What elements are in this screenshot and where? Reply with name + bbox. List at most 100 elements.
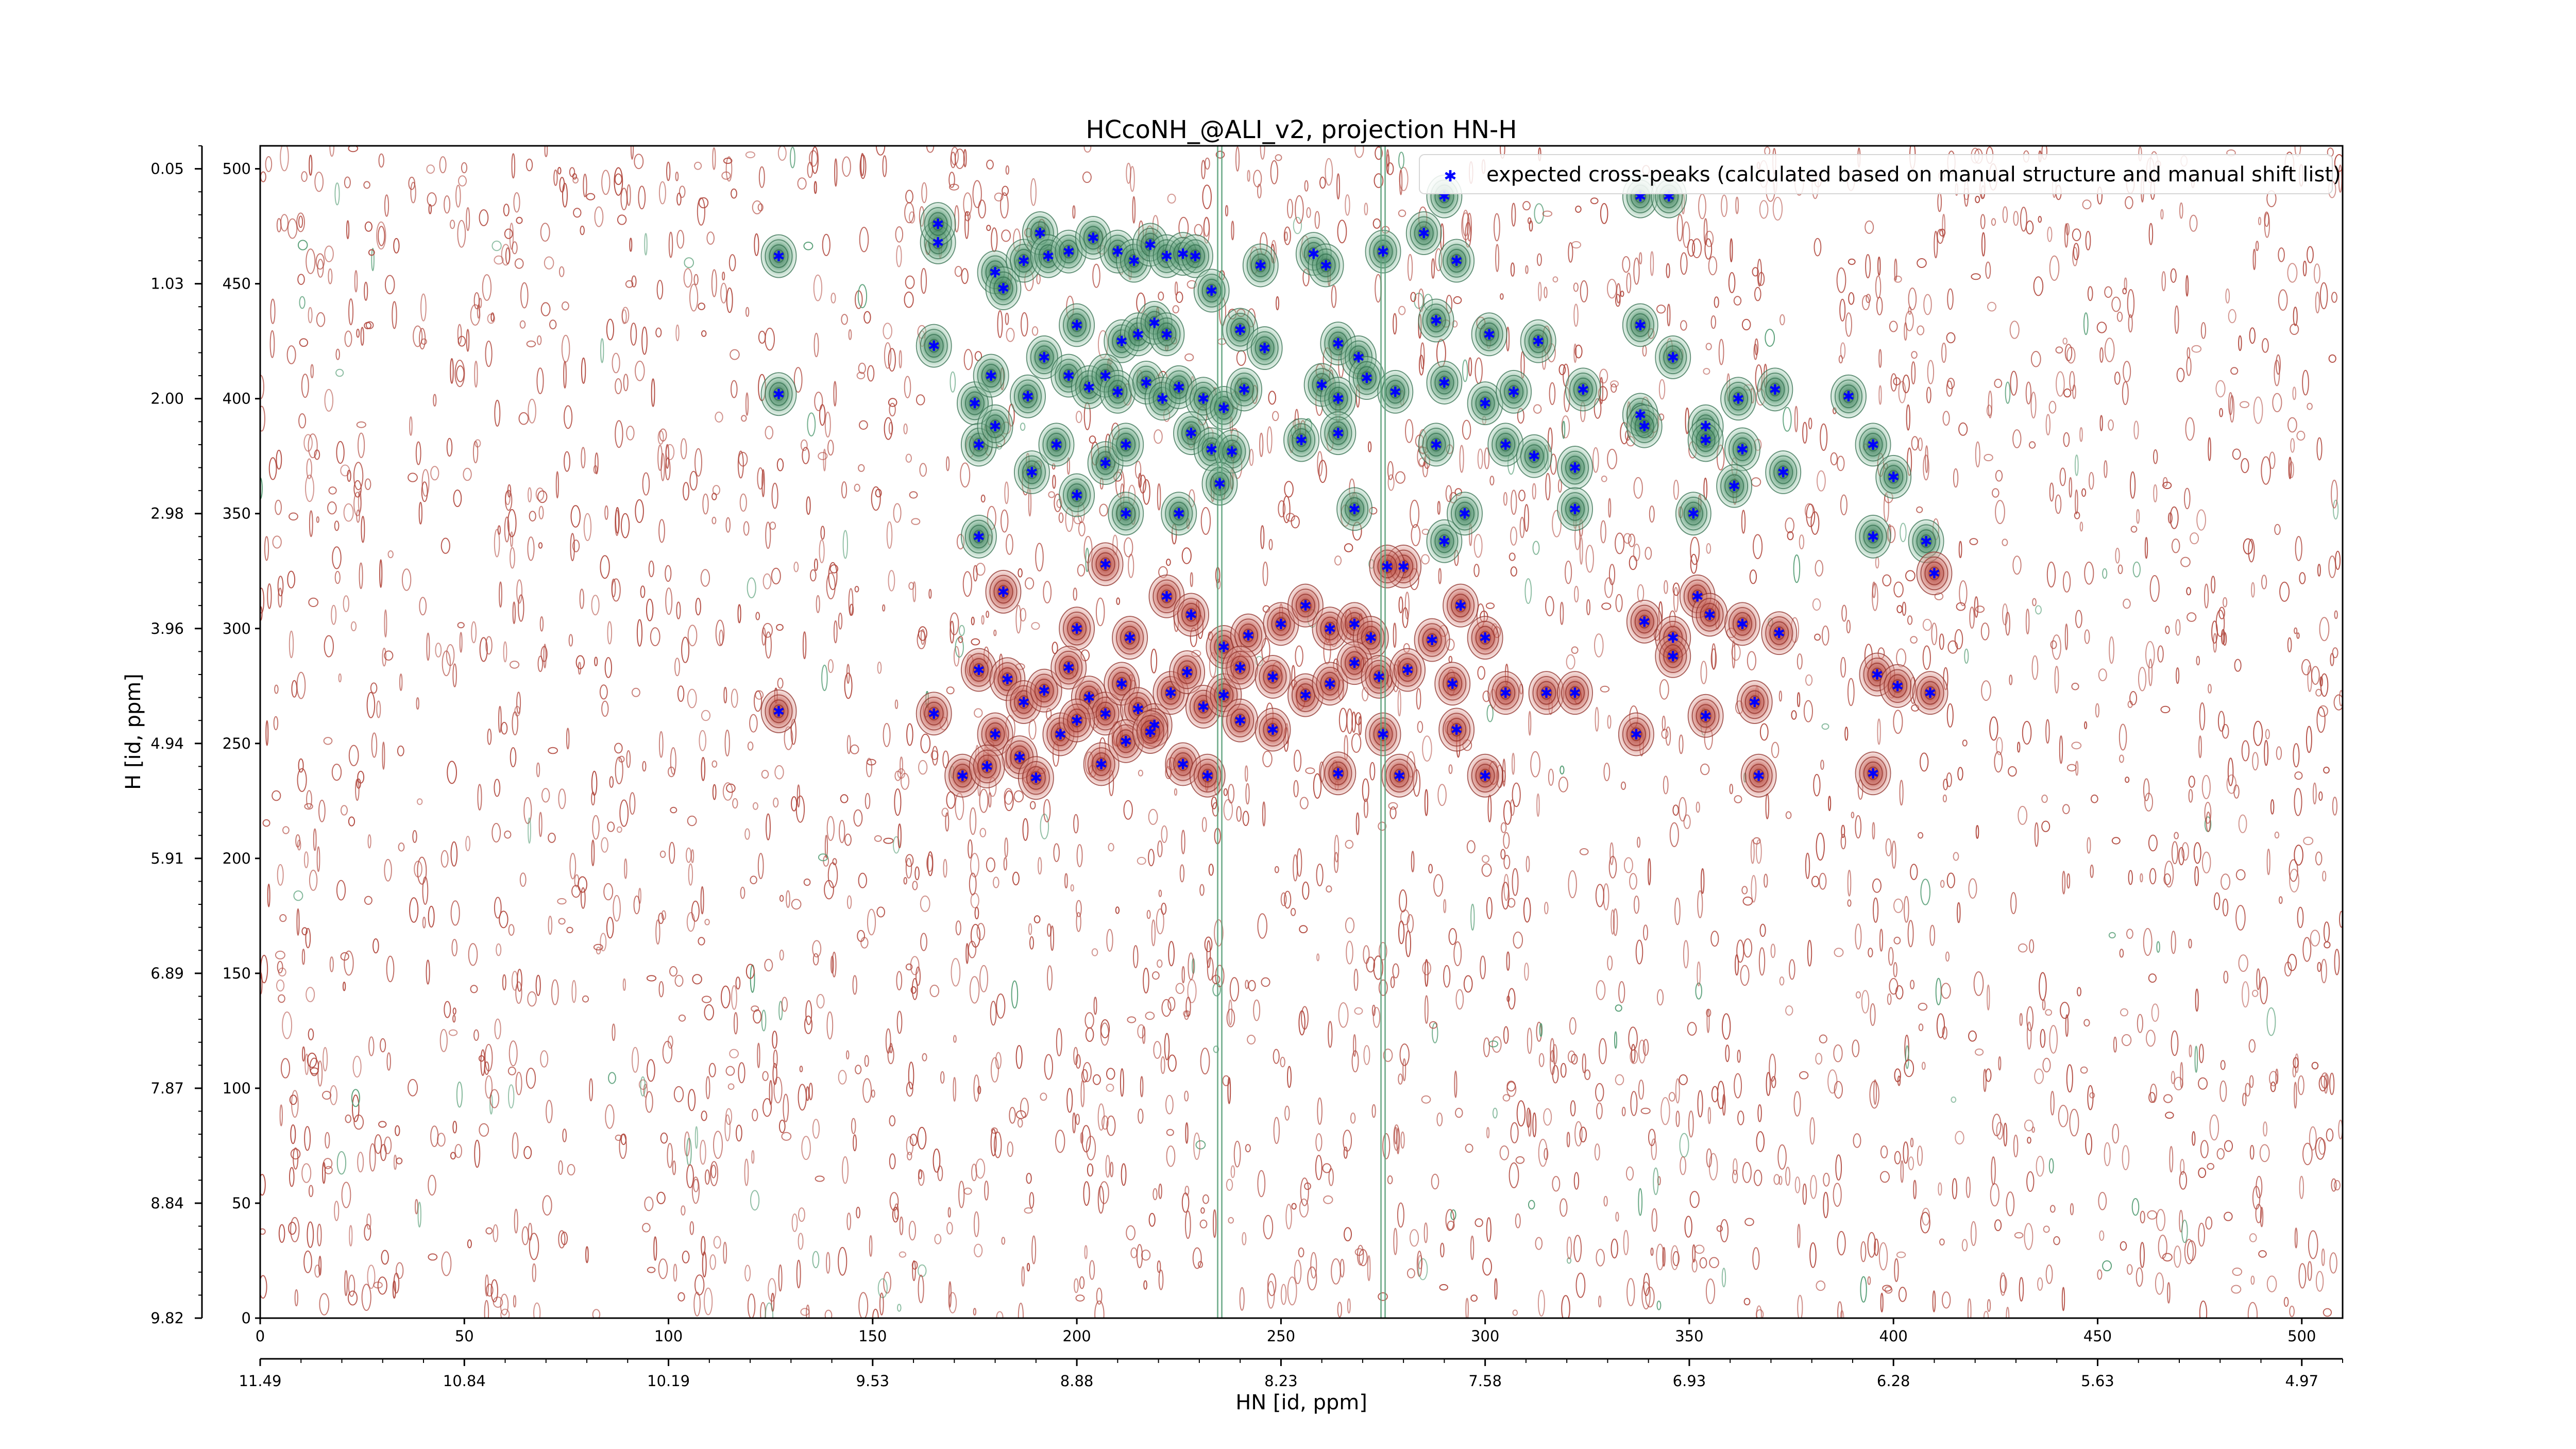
noise-contour — [323, 737, 333, 745]
noise-contour — [997, 310, 1003, 338]
noise-contour — [2241, 458, 2249, 474]
noise-contour — [1331, 285, 1337, 308]
noise-contour — [1121, 1163, 1127, 1186]
noise-contour — [772, 1031, 777, 1049]
noise-contour — [2167, 1282, 2171, 1304]
noise-contour — [747, 1293, 756, 1318]
noise-contour — [1942, 794, 1947, 803]
noise-contour — [1601, 602, 1612, 610]
noise-contour — [376, 221, 386, 250]
noise-contour — [1623, 857, 1633, 873]
noise-contour — [548, 916, 553, 935]
noise-contour — [1208, 864, 1214, 876]
noise-contour — [635, 360, 645, 381]
noise-contour — [1971, 273, 1981, 280]
noise-contour — [1552, 276, 1558, 283]
noise-contour — [799, 1066, 803, 1072]
noise-contour — [2109, 636, 2114, 664]
noise-contour — [694, 1126, 698, 1149]
noise-contour — [512, 1132, 519, 1159]
noise-contour — [778, 1001, 783, 1021]
noise-contour — [921, 182, 927, 204]
noise-contour — [1087, 1163, 1094, 1177]
noise-contour — [322, 1090, 332, 1100]
noise-contour — [1676, 214, 1683, 242]
noise-contour — [765, 426, 774, 440]
expected-peak-marker: ✱ — [1332, 335, 1344, 352]
noise-contour — [693, 1291, 701, 1317]
noise-contour — [557, 167, 562, 175]
noise-contour — [1532, 483, 1536, 500]
noise-contour — [317, 1223, 322, 1246]
noise-contour — [613, 895, 621, 922]
noise-contour — [397, 745, 404, 756]
x-ppm-tick-label: 10.19 — [647, 1372, 690, 1390]
noise-contour — [1998, 1056, 2002, 1071]
noise-contour — [626, 426, 635, 441]
noise-contour — [450, 841, 458, 867]
noise-contour — [1649, 506, 1655, 523]
noise-contour — [798, 1207, 805, 1222]
noise-contour — [970, 853, 979, 878]
noise-contour — [2155, 1272, 2164, 1295]
noise-contour — [485, 1227, 493, 1235]
noise-contour — [941, 807, 949, 817]
noise-contour — [1094, 1300, 1105, 1318]
noise-contour — [1689, 1191, 1700, 1208]
noise-contour — [1096, 1287, 1103, 1305]
expected-peak-marker: ✱ — [1099, 556, 1111, 573]
noise-contour — [658, 913, 664, 924]
noise-contour — [926, 854, 933, 872]
noise-contour — [1880, 1292, 1884, 1313]
noise-contour — [559, 177, 565, 193]
noise-contour — [1482, 1258, 1493, 1276]
noise-contour — [614, 743, 623, 754]
expected-peak-marker: ✱ — [1071, 620, 1082, 637]
noise-contour — [1423, 1222, 1428, 1243]
noise-contour — [701, 1110, 707, 1121]
noise-contour — [631, 275, 637, 288]
expected-peak-marker: ✱ — [1144, 237, 1156, 254]
noise-contour — [510, 547, 515, 569]
noise-contour — [2153, 484, 2158, 503]
noise-contour — [1794, 406, 1798, 433]
noise-contour — [1906, 404, 1911, 431]
noise-contour — [1946, 380, 1953, 397]
noise-contour — [922, 1053, 927, 1062]
noise-contour — [2297, 1075, 2304, 1096]
noise-contour — [781, 997, 788, 1012]
noise-contour — [1638, 1039, 1646, 1064]
noise-contour — [1675, 1110, 1680, 1127]
noise-contour — [494, 779, 501, 797]
noise-contour — [811, 146, 819, 174]
noise-contour — [855, 1065, 862, 1074]
noise-contour — [1233, 1140, 1241, 1168]
x-index-tick-label: 450 — [2083, 1327, 2112, 1345]
expected-peak-marker: ✱ — [1397, 558, 1409, 575]
noise-contour — [1242, 1232, 1247, 1245]
noise-contour — [540, 223, 550, 242]
noise-contour — [1835, 1154, 1842, 1181]
noise-contour — [680, 438, 687, 460]
noise-contour — [487, 728, 492, 745]
noise-contour — [1500, 293, 1504, 300]
noise-contour — [1667, 304, 1671, 327]
noise-contour — [1586, 599, 1590, 616]
noise-contour — [1477, 448, 1483, 469]
legend: ✱ expected cross-peaks (calculated based… — [1419, 154, 2341, 194]
expected-peak-marker: ✱ — [1773, 625, 1785, 642]
noise-contour — [1004, 788, 1013, 805]
noise-contour — [953, 646, 960, 667]
noise-contour — [1793, 1091, 1801, 1117]
noise-contour — [1073, 587, 1077, 601]
noise-contour — [2040, 1029, 2046, 1048]
noise-contour — [1783, 407, 1792, 432]
noise-contour — [1004, 837, 1008, 858]
noise-contour — [745, 151, 756, 159]
noise-contour — [1315, 1133, 1323, 1152]
noise-contour — [355, 779, 360, 801]
noise-contour — [543, 644, 547, 669]
noise-contour — [1347, 1298, 1351, 1314]
noise-contour — [2038, 216, 2042, 223]
noise-contour — [574, 874, 580, 888]
